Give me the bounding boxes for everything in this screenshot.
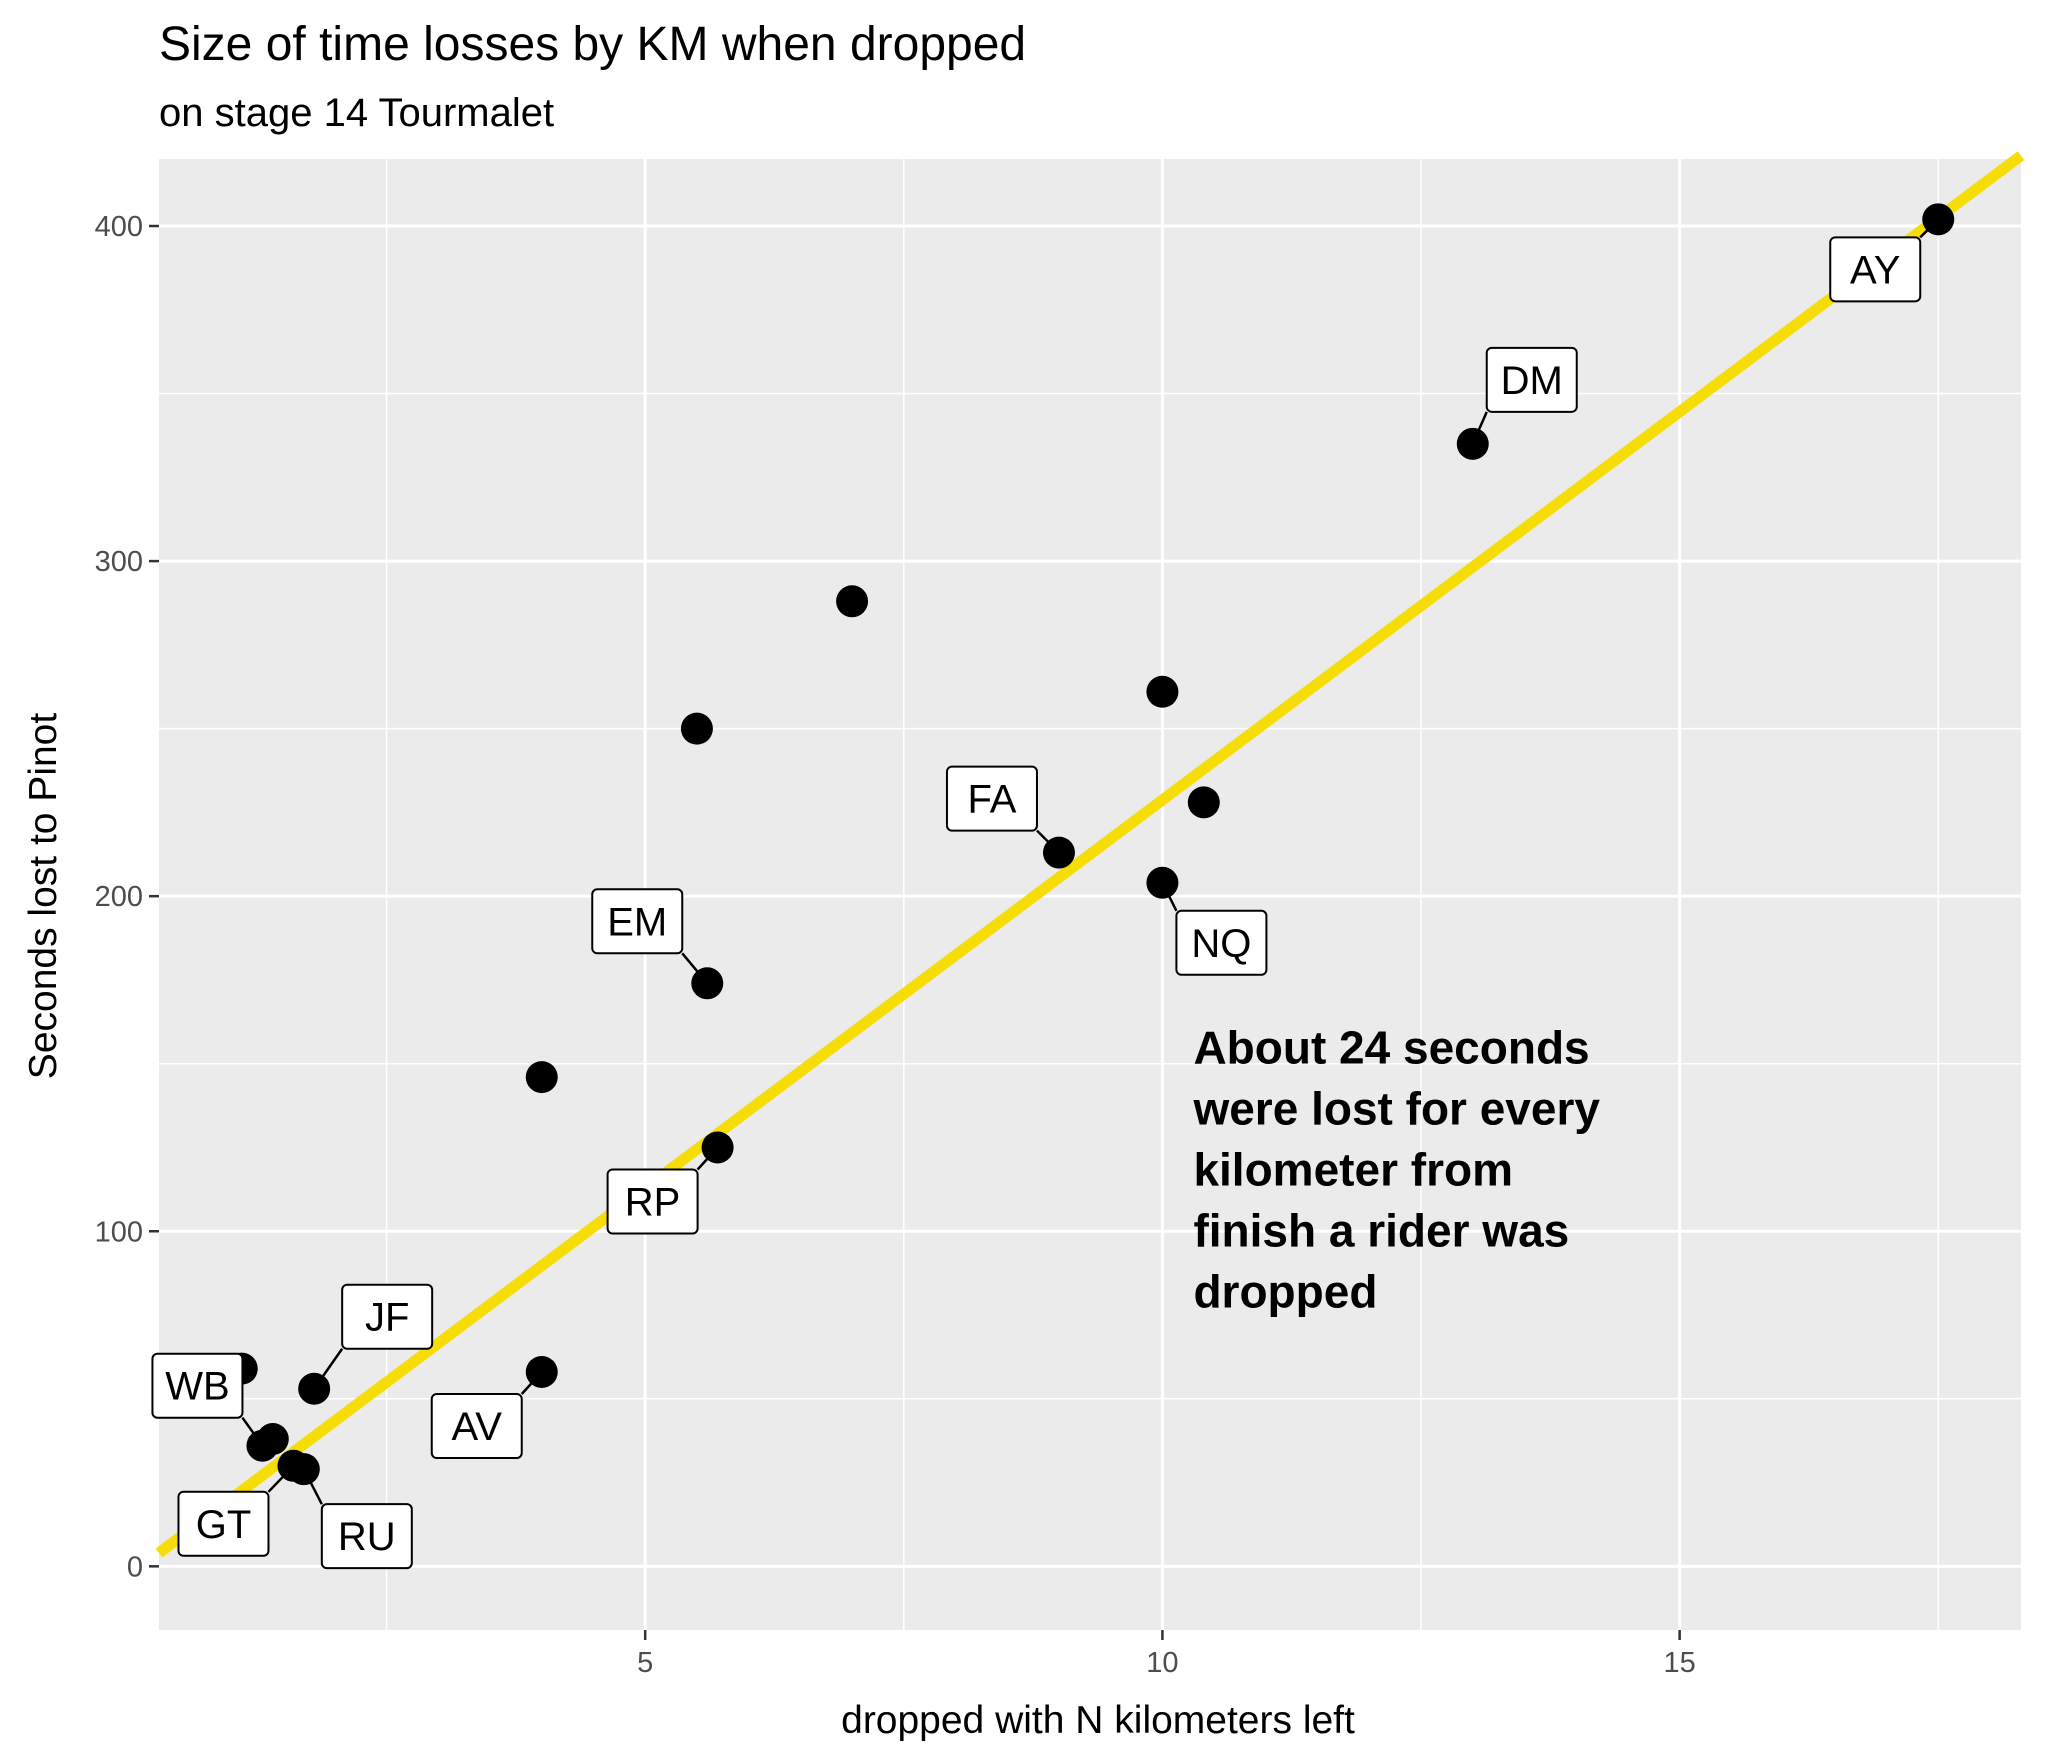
data-point <box>1187 786 1220 819</box>
point-label: JF <box>313 1283 434 1390</box>
svg-text:AY: AY <box>1850 248 1900 292</box>
point-label: AV <box>430 1371 543 1459</box>
trend-line <box>155 151 2025 1558</box>
plot-panel <box>159 159 2021 1630</box>
svg-text:GT: GT <box>196 1503 252 1547</box>
data-point <box>680 712 713 745</box>
point-label: NQ <box>1161 882 1268 976</box>
point-label: RP <box>606 1146 719 1235</box>
svg-text:EM: EM <box>607 900 667 944</box>
point-label: RU <box>302 1468 413 1570</box>
data-point <box>836 585 869 618</box>
annotation-text: About 24 seconds were lost for every kilom… <box>1192 1022 1600 1318</box>
x-tick-label: 15 <box>1664 1647 1696 1679</box>
y-tick-label: 200 <box>95 881 143 913</box>
point-label: WB <box>151 1352 264 1447</box>
point-label: DM <box>1471 346 1578 445</box>
svg-text:DM: DM <box>1501 359 1563 403</box>
svg-text:RP: RP <box>625 1180 681 1224</box>
y-axis-title: Seconds lost to Pinot <box>22 713 65 1080</box>
x-tick-label: 10 <box>1146 1647 1178 1679</box>
point-label: GT <box>177 1464 295 1557</box>
svg-text:NQ: NQ <box>1191 922 1251 966</box>
y-tick-label: 0 <box>127 1551 143 1583</box>
svg-text:RU: RU <box>338 1515 396 1559</box>
chart-title: Size of time losses by KM when dropped <box>159 18 1026 71</box>
chart-subtitle: on stage 14 Tourmalet <box>159 91 554 135</box>
point-label: EM <box>591 888 709 985</box>
x-axis-title: dropped with N kilometers left <box>841 1699 1355 1742</box>
y-tick-label: 400 <box>95 211 143 243</box>
svg-text:AV: AV <box>452 1405 503 1449</box>
point-label: AY <box>1829 218 1940 303</box>
point-labels: WB GT JF RU AV EM RP FA NQ DM AY <box>151 218 1940 1570</box>
y-tick-label: 300 <box>95 546 143 578</box>
data-point <box>525 1061 558 1094</box>
svg-text:WB: WB <box>165 1365 229 1409</box>
y-tick-label: 100 <box>95 1216 143 1248</box>
svg-text:FA: FA <box>968 778 1017 822</box>
svg-text:JF: JF <box>365 1296 409 1340</box>
axis-ticks: 5 10 15 0 100 200 300 400 <box>95 211 1696 1679</box>
point-label: FA <box>945 765 1060 854</box>
data-point <box>1146 675 1179 708</box>
x-tick-label: 5 <box>637 1647 653 1679</box>
